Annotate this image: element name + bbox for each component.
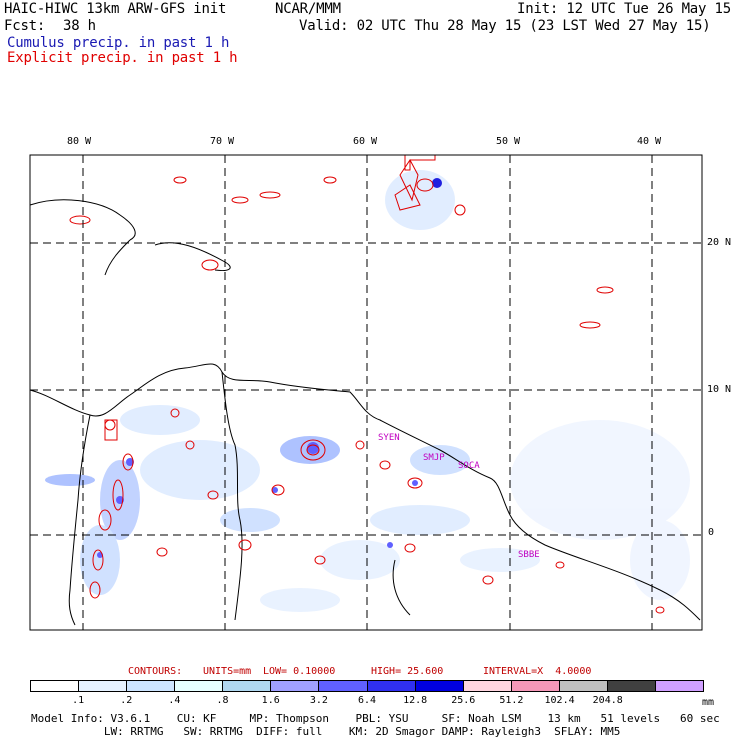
lat-label: 20 N <box>707 237 732 248</box>
lon-label: 40 W <box>637 136 662 147</box>
colorbar-tick-label: 51.2 <box>499 695 524 706</box>
colorbar-unit: mm <box>702 697 715 708</box>
colorbar-tick-label: .2 <box>120 695 133 706</box>
colorbar-swatch <box>367 681 416 691</box>
legend-explicit: Explicit precip. in past 1 h <box>7 50 238 66</box>
colorbar-swatch <box>559 681 608 691</box>
colorbar-tick-label: .1 <box>72 695 85 706</box>
graticule <box>30 155 702 630</box>
station-markers: SYEN SMJP SOCA SBBE <box>378 433 540 560</box>
fcst-value: 38 h <box>63 18 96 34</box>
colorbar-swatch <box>463 681 512 691</box>
colorbar-swatch <box>79 681 128 691</box>
colorbar <box>30 680 704 692</box>
valid-time: Valid: 02 UTC Thu 28 May 15 (23 LST Wed … <box>299 18 711 34</box>
contours-low: LOW= 0.10000 <box>263 666 336 677</box>
colorbar-tick-label: 25.6 <box>451 695 476 706</box>
lat-label: 10 N <box>707 384 732 395</box>
org-label: NCAR/MMM <box>275 1 341 17</box>
colorbar-tick-label: 102.4 <box>544 695 575 706</box>
contours-label: CONTOURS: <box>128 666 183 677</box>
colorbar-tick-label: 204.8 <box>592 695 623 706</box>
colorbar-swatch <box>415 681 464 691</box>
explicit-precip-contours <box>69 154 665 614</box>
contours-units: UNITS=mm <box>203 666 252 677</box>
init-time: Init: 12 UTC Tue 26 May 15 <box>517 1 731 17</box>
lon-label: 60 W <box>353 136 378 147</box>
colorbar-swatch <box>223 681 272 691</box>
colorbar-tick-label: 1.6 <box>261 695 280 706</box>
station-label: SOCA <box>458 461 480 471</box>
colorbar-tick-label: 12.8 <box>403 695 428 706</box>
contours-interval: INTERVAL=X 4.0000 <box>483 666 592 677</box>
station-label: SYEN <box>378 433 400 443</box>
model-title: HAIC-HIWC 13km ARW-GFS init <box>4 1 227 17</box>
lon-label: 70 W <box>210 136 235 147</box>
lat-label: 0 <box>708 527 715 538</box>
cumulus-precip-cores <box>97 178 442 558</box>
map-frame <box>29 154 703 631</box>
model-info-line2: LW: RRTMG SW: RRTMG DIFF: full KM: 2D Sm… <box>31 725 621 738</box>
lon-label: 50 W <box>496 136 521 147</box>
colorbar-swatch <box>31 681 80 691</box>
colorbar-tick-label: .8 <box>216 695 229 706</box>
colorbar-swatch <box>656 681 704 691</box>
lon-label: 80 W <box>67 136 92 147</box>
model-info-line1: Model Info: V3.6.1 CU: KF MP: Thompson P… <box>31 712 720 725</box>
colorbar-swatch <box>175 681 224 691</box>
colorbar-swatch <box>271 681 320 691</box>
colorbar-tick-label: .4 <box>168 695 181 706</box>
colorbar-tick-label: 3.2 <box>309 695 328 706</box>
colorbar-swatch <box>511 681 560 691</box>
colorbar-swatch <box>607 681 657 691</box>
station-label: SMJP <box>423 453 445 463</box>
colorbar-tick-label: 6.4 <box>357 695 377 706</box>
contours-high: HIGH= 25.600 <box>371 666 444 677</box>
fcst-label: Fcst: <box>4 18 46 34</box>
station-label: SBBE <box>518 550 540 560</box>
colorbar-swatch <box>127 681 176 691</box>
legend-cumulus: Cumulus precip. in past 1 h <box>7 35 230 51</box>
colorbar-swatch <box>319 681 368 691</box>
